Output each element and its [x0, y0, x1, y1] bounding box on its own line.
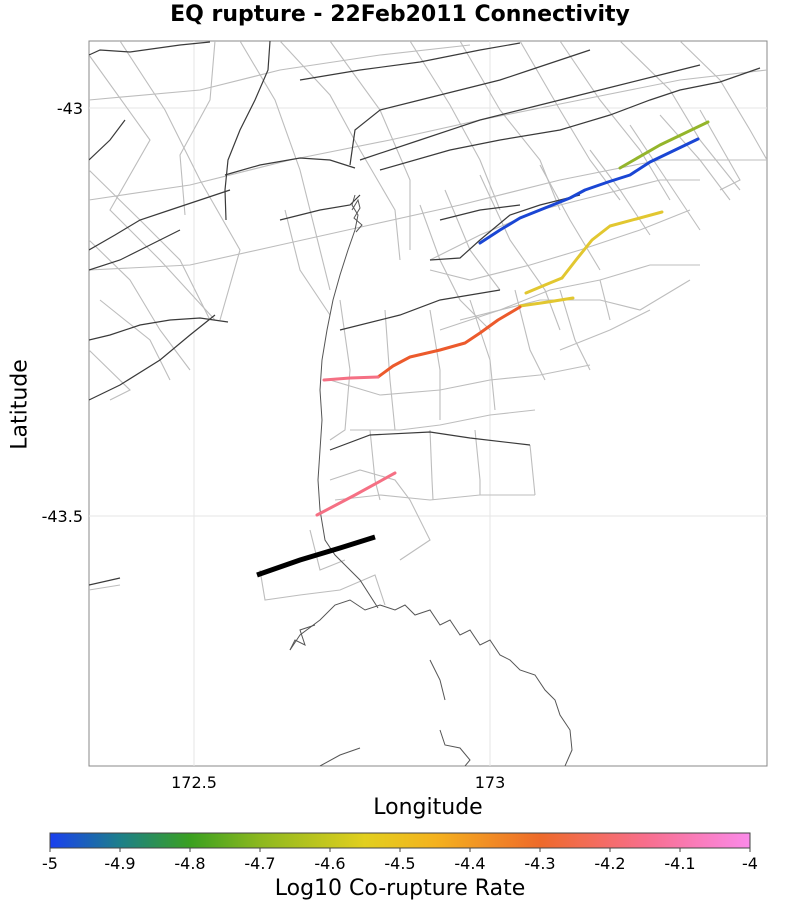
rupture-section [524, 276, 564, 295]
colorbar-tick-label: -4.1 [664, 854, 695, 873]
colorbar-tick-label: -4.2 [594, 854, 625, 873]
source-rupture-fault [256, 534, 376, 578]
x-tick-label: 172.5 [171, 773, 217, 792]
x-tick-label: 173 [475, 773, 506, 792]
rupture-section [478, 137, 700, 245]
rupture-section [322, 375, 380, 382]
coastline [289, 194, 573, 766]
gridlines [89, 41, 767, 766]
co-rupture-sections [315, 120, 710, 517]
rupture-section [518, 296, 575, 308]
y-tick-label: -43.5 [42, 507, 83, 526]
colorbar [49, 832, 751, 849]
fault-traces [89, 41, 761, 586]
fault-subsection-outlines [89, 41, 767, 606]
colorbar-tick-label: -4.8 [174, 854, 205, 873]
y-axis-label: Latitude [7, 359, 33, 450]
colorbar-tick-label: -4.4 [454, 854, 485, 873]
colorbar-tick-label: -4.5 [384, 854, 415, 873]
colorbar-tick-label: -4 [742, 854, 758, 873]
colorbar-tick-label: -4.9 [104, 854, 135, 873]
colorbar-tick-label: -5 [42, 854, 58, 873]
colorbar-tick-label: -4.6 [314, 854, 345, 873]
rupture-section [560, 210, 664, 280]
colorbar-label: Log10 Co-rupture Rate [274, 876, 526, 901]
chart-title: EQ rupture - 22Feb2011 Connectivity [170, 2, 630, 27]
colorbar-tick-label: -4.3 [524, 854, 555, 873]
x-axis-label: Longitude [373, 795, 483, 820]
rupture-section [315, 471, 397, 517]
y-tick-label: -43 [57, 99, 83, 118]
rupture-section [618, 120, 710, 170]
colorbar-tick-label: -4.7 [244, 854, 275, 873]
plot-area [88, 40, 768, 767]
rupture-section [376, 305, 522, 379]
colorbar-ticks: -5 -4.9 -4.8 -4.7 -4.6 -4.5 -4.4 -4.3 -4.2 -4.1 -4 [42, 848, 758, 873]
